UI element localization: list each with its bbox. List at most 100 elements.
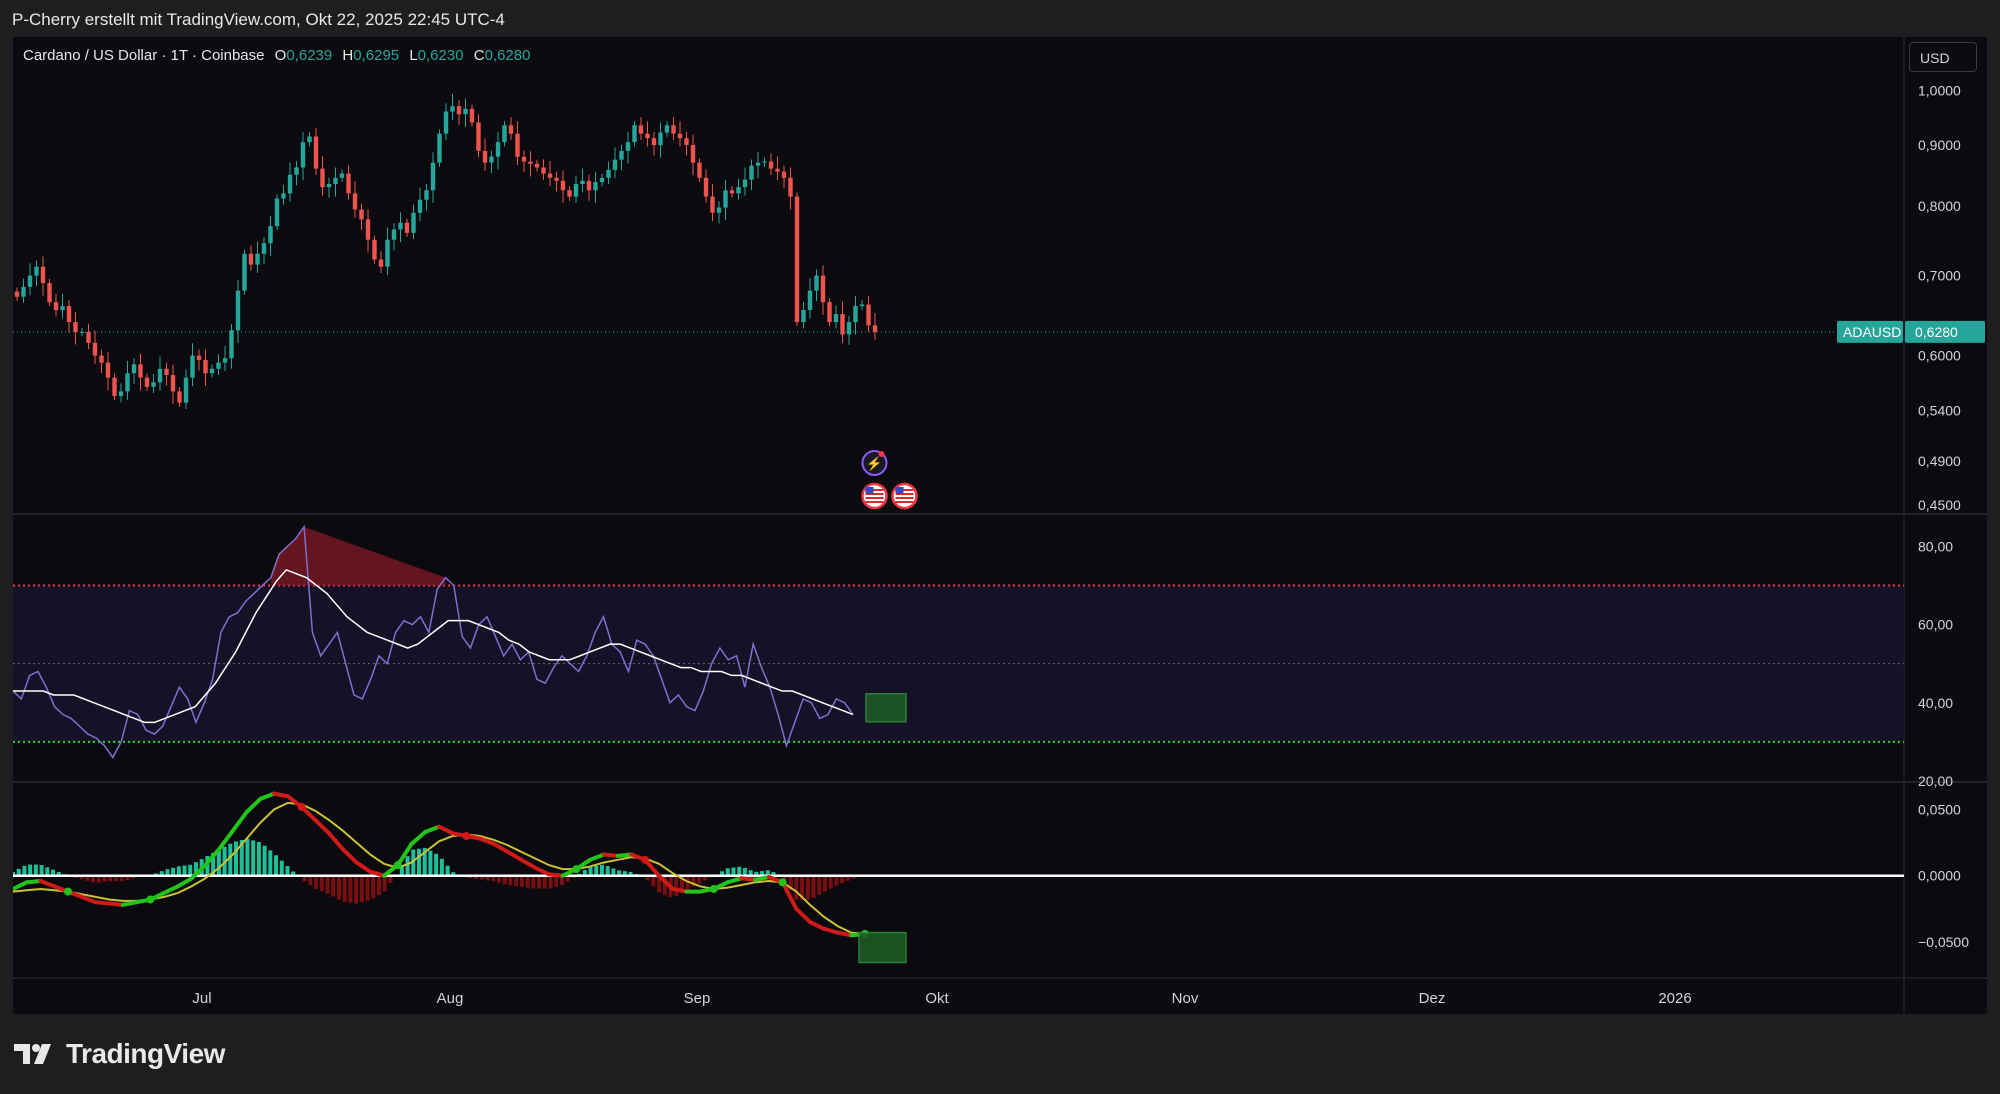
- macd-line-segment: [354, 860, 373, 874]
- macd-histogram-bar: [559, 875, 564, 886]
- low-label: L: [409, 47, 418, 64]
- macd-histogram-bar: [279, 860, 284, 876]
- macd-histogram-bar: [314, 875, 319, 889]
- candle-body: [437, 133, 442, 163]
- candle-body: [749, 165, 754, 180]
- macd-histogram-bar: [691, 875, 696, 887]
- candle-body: [450, 106, 455, 112]
- lightning-event-icon: [861, 450, 888, 476]
- candle-body: [859, 304, 865, 307]
- event-markers[interactable]: ⚡: [861, 450, 918, 510]
- macd-line-segment: [409, 830, 428, 846]
- macd-line-segment: [753, 875, 771, 882]
- macd-line-segment: [835, 930, 854, 938]
- macd-histogram-bar: [96, 875, 101, 883]
- candle-body: [352, 193, 358, 210]
- candle-body: [177, 391, 182, 403]
- candle-body: [801, 310, 806, 323]
- macd-histogram-bar: [474, 875, 479, 879]
- price-tag: ADAUSD 0,6280: [1837, 320, 1985, 343]
- candle-body: [677, 133, 683, 139]
- macd-histogram-bar: [822, 875, 827, 892]
- candle-body: [651, 138, 657, 146]
- candle-body: [417, 199, 423, 213]
- chart-area[interactable]: 1,0000 0,9000 0,8000 0,7000 0,6000 0,5400 0,49…: [13, 37, 1987, 1014]
- candle-body: [261, 243, 267, 254]
- macd-line-segment: [794, 906, 813, 925]
- macd-highlight-box: [858, 931, 907, 964]
- price-axis-column[interactable]: [1904, 37, 1987, 1014]
- macd-histogram-bar: [33, 864, 38, 876]
- candle-body: [625, 142, 631, 151]
- candle-body: [112, 377, 117, 397]
- candle-body: [645, 133, 650, 139]
- candle-body: [99, 355, 104, 363]
- currency-button[interactable]: USD: [1909, 42, 1977, 72]
- chart-svg[interactable]: 1,0000 0,9000 0,8000 0,7000 0,6000 0,5400 0,49…: [13, 37, 1987, 1014]
- candle-body: [27, 275, 33, 287]
- candle-body: [866, 304, 871, 326]
- macd-histogram-bar: [680, 875, 685, 893]
- macd-line-segment: [780, 880, 799, 911]
- candle-body: [326, 183, 332, 188]
- macd-line-segment: [217, 828, 235, 852]
- macd-histogram-bar: [594, 865, 599, 876]
- macd-histogram-bar: [113, 875, 118, 882]
- macd-axis-label: 0,0000: [1918, 868, 1961, 884]
- macd-histogram-bar: [537, 875, 542, 889]
- time-axis[interactable]: Jul Aug Sep Okt Nov Dez 2026: [192, 990, 1691, 1007]
- candle-body: [703, 177, 709, 197]
- macd-histogram-bar: [685, 875, 690, 890]
- macd-cross-dot: [63, 887, 72, 896]
- macd-histogram-bar: [91, 875, 96, 883]
- macd-histogram-bar: [216, 849, 221, 876]
- symbol-title[interactable]: Cardano / US Dollar · 1T · Coinbase: [23, 47, 265, 64]
- macd-line-segment: [162, 884, 180, 895]
- event-dot: [878, 451, 885, 457]
- rsi-axis-label: 80,00: [1918, 538, 1953, 554]
- macd-histogram-bar: [605, 866, 610, 876]
- macd-histogram-bar: [325, 875, 330, 894]
- macd-cross-dot: [778, 878, 787, 887]
- rsi-overbought-fill: [270, 526, 446, 586]
- macd-histogram-bar: [834, 875, 839, 886]
- candle-body: [53, 302, 59, 311]
- macd-histogram-bar: [617, 870, 622, 876]
- candle-body: [378, 259, 384, 267]
- macd-line-segment: [313, 818, 332, 836]
- candle-body: [807, 290, 813, 311]
- candle-body: [138, 364, 143, 378]
- macd-histogram-bar: [28, 864, 33, 876]
- candle-body: [586, 180, 592, 191]
- macd-histogram-bar: [765, 870, 770, 876]
- macd-line-segment: [13, 880, 29, 891]
- candle-body: [599, 177, 605, 183]
- macd-histogram-bar: [211, 852, 216, 876]
- macd-histogram-bar: [308, 875, 313, 886]
- tradingview-logo[interactable]: TradingView: [14, 1038, 225, 1070]
- candle-body: [86, 331, 91, 343]
- macd-histogram-bar: [514, 875, 519, 887]
- macd-histogram-bar: [285, 866, 290, 876]
- candle-body: [664, 125, 670, 133]
- candle-body: [359, 209, 364, 220]
- macd-histogram-bar: [45, 867, 50, 876]
- candle-body: [736, 187, 741, 194]
- candle-body: [346, 173, 351, 194]
- price-axis-label: 0,5400: [1918, 402, 1961, 418]
- candle-body: [190, 355, 195, 378]
- candle-body: [742, 179, 748, 188]
- time-axis-label: Jul: [192, 990, 211, 1007]
- candle-body: [170, 375, 176, 392]
- candle-body: [729, 190, 735, 194]
- macd-line-segment: [588, 852, 606, 862]
- candle-body: [235, 290, 241, 331]
- macd-histogram-bar: [108, 875, 113, 882]
- macd-histogram-bar: [525, 875, 530, 888]
- macd-histogram-bar: [176, 866, 181, 876]
- macd-line-segment: [491, 841, 510, 854]
- macd-histogram-bar: [319, 875, 324, 892]
- symbol-legend[interactable]: Cardano / US Dollar · 1T · Coinbase O0,6…: [23, 47, 530, 64]
- candle-body: [313, 136, 319, 169]
- macd-histogram-bar: [205, 856, 210, 876]
